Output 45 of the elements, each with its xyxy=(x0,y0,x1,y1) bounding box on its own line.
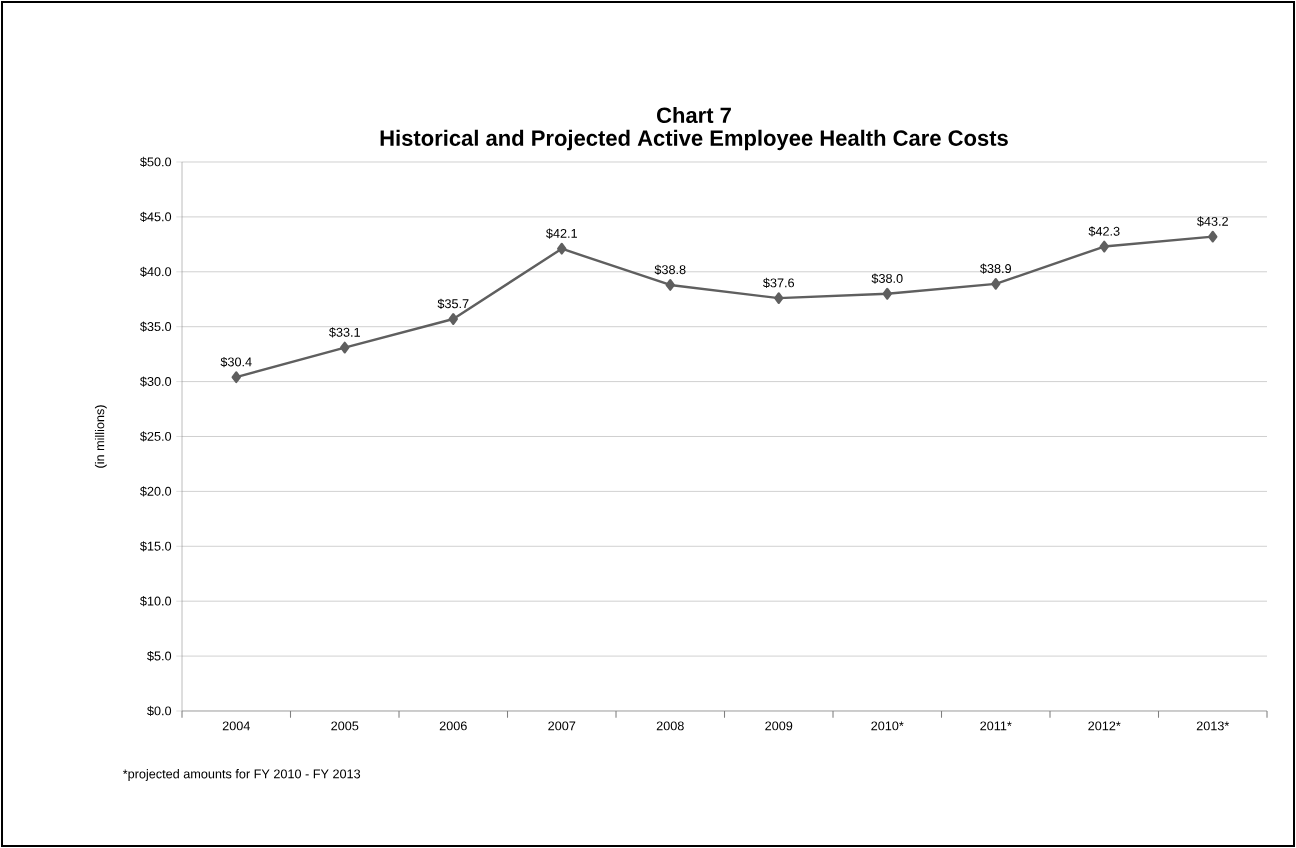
y-tick-label: $25.0 xyxy=(140,431,172,442)
point xyxy=(340,341,350,354)
point xyxy=(448,313,458,325)
y-tick-label: $35.0 xyxy=(140,321,172,332)
data-label: $33.1 xyxy=(329,327,360,338)
x-tick-label: 2013* xyxy=(1196,721,1230,731)
x-tick-label: 2012* xyxy=(1088,721,1121,731)
point xyxy=(557,242,567,255)
point xyxy=(882,287,892,300)
data-label: $42.3 xyxy=(1088,226,1120,237)
x-tick-label: 2007 xyxy=(548,721,576,731)
point xyxy=(1208,230,1218,243)
point xyxy=(231,371,241,384)
text: *projected amounts for FY 2010 - FY 2013 xyxy=(122,769,361,781)
data-label: $38.8 xyxy=(654,264,686,275)
data-label: $35.7 xyxy=(437,298,469,309)
y-tick-label: $15.0 xyxy=(140,541,172,552)
x-tick-label: 2010* xyxy=(871,721,904,731)
data-label: $30.4 xyxy=(220,356,252,368)
point xyxy=(1099,240,1109,253)
x-tick-label: 2008 xyxy=(656,721,684,731)
data-label: $43.2 xyxy=(1197,216,1228,227)
y-tick-label: $50.0 xyxy=(140,156,172,168)
y-tick-label: $5.0 xyxy=(147,650,172,662)
x-tick-label: 2005 xyxy=(331,721,359,731)
data-label: $42.1 xyxy=(546,228,577,239)
y-tick-label: $40.0 xyxy=(140,266,172,277)
data-label: $38.9 xyxy=(980,263,1011,274)
y-tick-label: $0.0 xyxy=(147,705,172,717)
y-tick-label: $10.0 xyxy=(140,596,172,607)
chart-title: Chart 7 xyxy=(657,106,731,124)
y-axis-title: (in millions) xyxy=(94,405,107,468)
y-tick-label: $45.0 xyxy=(140,211,172,223)
point xyxy=(665,279,675,291)
data-label: $38.0 xyxy=(871,273,903,284)
y-tick-label: $30.0 xyxy=(140,376,172,387)
x-tick-label: 2011* xyxy=(980,721,1012,731)
chart-subtitle: Historical and Projected Active Employee Health Care Costs xyxy=(380,129,1008,151)
y-tick-label: $20.0 xyxy=(140,486,172,497)
x-tick-label: 2004 xyxy=(222,721,250,731)
point xyxy=(774,292,784,305)
point xyxy=(991,278,1001,290)
x-tick-label: 2009 xyxy=(765,721,793,731)
x-tick-label: 2006 xyxy=(439,721,467,731)
data-label: $37.6 xyxy=(763,277,795,289)
